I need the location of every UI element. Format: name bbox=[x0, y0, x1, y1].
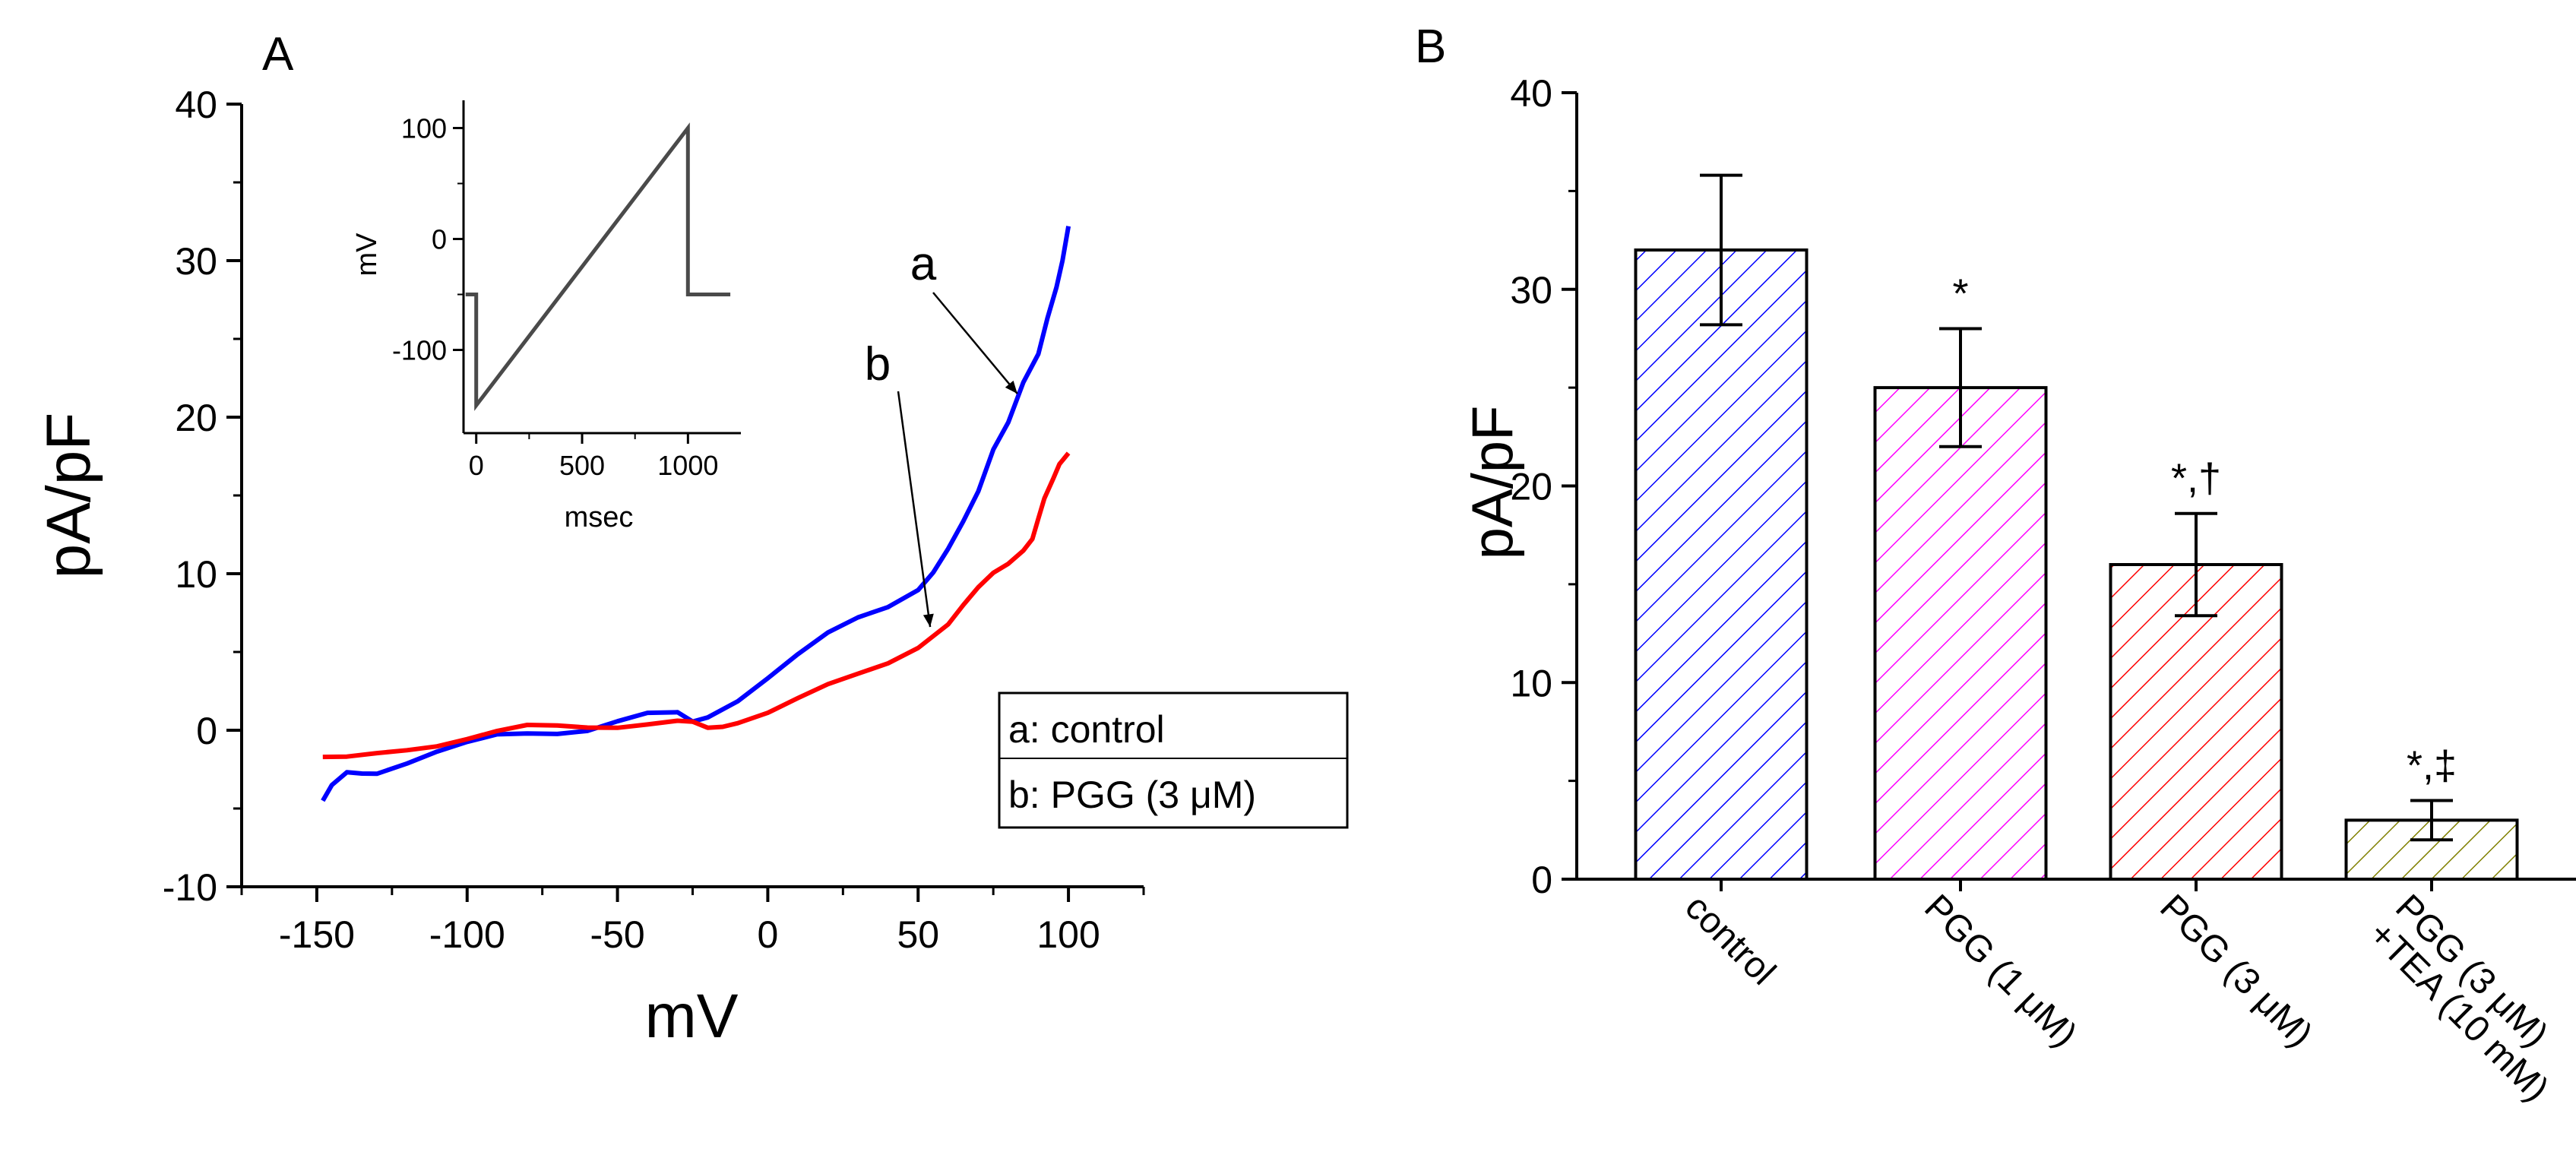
panel-a-label: A bbox=[262, 28, 294, 81]
panel-a-x-tick-label: -150 bbox=[279, 913, 355, 956]
trace-b-pgg bbox=[322, 451, 1071, 760]
arrow-a-head bbox=[1005, 380, 1017, 394]
category-label-line: control bbox=[1677, 887, 1783, 992]
inset-x-tick-label: 500 bbox=[559, 450, 605, 481]
inset-y-axis-label: mV bbox=[351, 233, 383, 277]
panel-a-x-axis-label: mV bbox=[645, 982, 739, 1051]
category-label: control bbox=[1677, 887, 1783, 992]
panel-a-legend: a: control b: PGG (3 μM) bbox=[998, 691, 1349, 829]
significance-mark: * bbox=[1952, 271, 1968, 317]
arrow-b-line bbox=[897, 391, 932, 628]
arrow-b-head bbox=[922, 613, 934, 628]
inset-voltage-ramp bbox=[465, 122, 731, 411]
panel-b-axes: 0 10 20 30 40 bbox=[1510, 72, 1577, 901]
inset-x-tick-label: 1000 bbox=[657, 450, 718, 481]
inset-trace bbox=[465, 122, 731, 411]
inset-y-tick-label: 0 bbox=[432, 224, 447, 255]
panel-a-x-tick-label: 100 bbox=[1036, 913, 1100, 956]
panel-a-y-tick-label: -10 bbox=[163, 866, 217, 909]
panel-a-y-tick-label: 40 bbox=[175, 84, 217, 126]
legend-box bbox=[998, 691, 1349, 829]
category-label-line: PGG (1 μM) bbox=[1916, 887, 2084, 1055]
panel-b-chart: B 0 10 20 30 40 pA/pF control * PGG (1 μM) *,† P… bbox=[1415, 21, 2576, 1109]
panel-a-x-tick-label: -100 bbox=[429, 913, 505, 956]
panel-a-x-tick-label: 50 bbox=[897, 913, 939, 956]
bar-1 bbox=[1873, 386, 2048, 881]
trace-b-label: b bbox=[865, 338, 891, 391]
significance-mark: *,‡ bbox=[2407, 743, 2457, 789]
inset-y-tick-label: 100 bbox=[401, 113, 447, 144]
significance-mark: *,† bbox=[2171, 456, 2221, 502]
panel-a-y-tick-label: 20 bbox=[175, 397, 217, 439]
panel-a-y-tick-label: 30 bbox=[175, 240, 217, 283]
category-label-line: PGG (3 μM) bbox=[2152, 887, 2320, 1055]
category-label: PGG (1 μM) bbox=[1916, 887, 2084, 1055]
panel-a-x-tick-label: 0 bbox=[758, 913, 779, 956]
panel-a-y-tick-label: 10 bbox=[175, 553, 217, 596]
trace-a-label: a bbox=[910, 238, 937, 290]
legend-entry-b: b: PGG (3 μM) bbox=[1008, 774, 1256, 816]
panel-a-traces bbox=[321, 226, 1071, 802]
panel-b-y-tick-label: 10 bbox=[1510, 662, 1552, 704]
inset-x-axis-label: msec bbox=[565, 502, 634, 533]
legend-entry-a: a: control bbox=[1008, 708, 1165, 751]
panel-b-label: B bbox=[1415, 21, 1446, 73]
panel-a-y-tick-label: 0 bbox=[196, 710, 217, 752]
inset-x-tick-label: 0 bbox=[469, 450, 484, 481]
category-label: PGG (3 μM)+TEA (10 mM) bbox=[2361, 887, 2576, 1109]
panel-a-y-axis-label: pA/pF bbox=[34, 413, 103, 579]
arrow-a-line bbox=[932, 292, 1018, 394]
bar-0 bbox=[1634, 248, 1809, 881]
panel-b-y-tick-label: 20 bbox=[1510, 466, 1552, 508]
panel-b-y-tick-label: 0 bbox=[1531, 859, 1552, 901]
panel-b-y-tick-label: 40 bbox=[1510, 72, 1552, 115]
panel-b-y-tick-label: 30 bbox=[1510, 269, 1552, 312]
inset-y-tick-label: -100 bbox=[392, 335, 447, 366]
panel-a-x-tick-label: -50 bbox=[590, 913, 644, 956]
trace-a-control bbox=[321, 226, 1071, 802]
panel-b-bars: control * PGG (1 μM) *,† PGG (3 μM) *,‡ PGG (3… bbox=[1634, 173, 2576, 1109]
panel-a-arrows bbox=[897, 292, 1018, 628]
category-label: PGG (3 μM) bbox=[2152, 887, 2320, 1055]
panel-b-y-axis-label: pA/pF bbox=[1460, 406, 1525, 560]
